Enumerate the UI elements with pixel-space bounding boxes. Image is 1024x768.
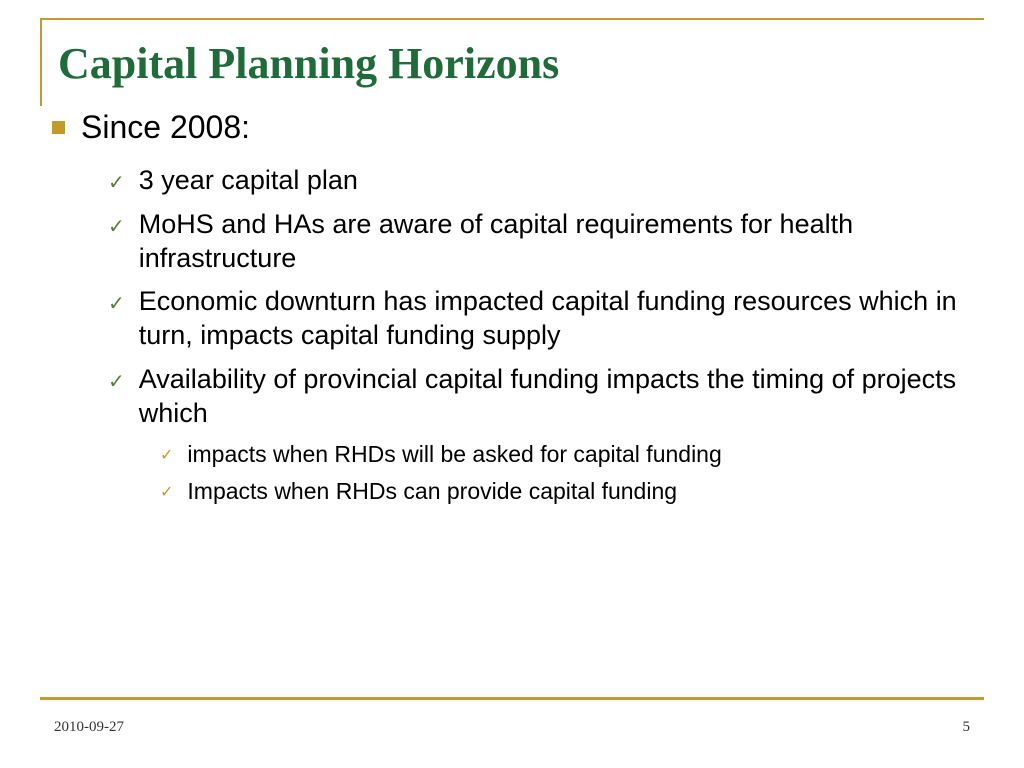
footer-date: 2010-09-27 [54, 719, 124, 736]
bullet-level3: ✓ impacts when RHDs will be asked for ca… [160, 440, 974, 469]
check-icon: ✓ [108, 214, 125, 239]
square-bullet-icon [52, 121, 65, 134]
bullet-level2: ✓ MoHS and HAs are aware of capital requ… [108, 208, 974, 276]
bullet-text: 3 year capital plan [139, 164, 358, 198]
check-icon: ✓ [108, 369, 125, 394]
footer-page-number: 5 [963, 719, 971, 736]
bullet-text: Impacts when RHDs can provide capital fu… [187, 477, 677, 506]
slide-body: Since 2008: ✓ 3 year capital plan ✓ MoHS… [40, 103, 984, 506]
check-icon: ✓ [160, 482, 173, 502]
bullet-text: impacts when RHDs will be asked for capi… [187, 440, 721, 469]
bullet-text: Economic downturn has impacted capital f… [139, 285, 974, 353]
check-icon: ✓ [108, 291, 125, 316]
slide-title: Capital Planning Horizons [40, 18, 984, 103]
bullet-level2: ✓ Availability of provincial capital fun… [108, 363, 974, 431]
bullet-text: Since 2008: [81, 109, 250, 146]
check-icon: ✓ [160, 445, 173, 465]
bullet-level2: ✓ 3 year capital plan [108, 164, 974, 198]
top-rule [40, 18, 984, 20]
bullet-level1: Since 2008: [50, 109, 974, 146]
check-icon: ✓ [108, 170, 125, 195]
bottom-rule [40, 697, 984, 700]
bullet-level3: ✓ Impacts when RHDs can provide capital … [160, 477, 974, 506]
left-rule [40, 18, 42, 106]
bullet-level2: ✓ Economic downturn has impacted capital… [108, 285, 974, 353]
bullet-text: MoHS and HAs are aware of capital requir… [139, 208, 974, 276]
bullet-text: Availability of provincial capital fundi… [139, 363, 974, 431]
slide-frame: Capital Planning Horizons Since 2008: ✓ … [40, 18, 984, 708]
